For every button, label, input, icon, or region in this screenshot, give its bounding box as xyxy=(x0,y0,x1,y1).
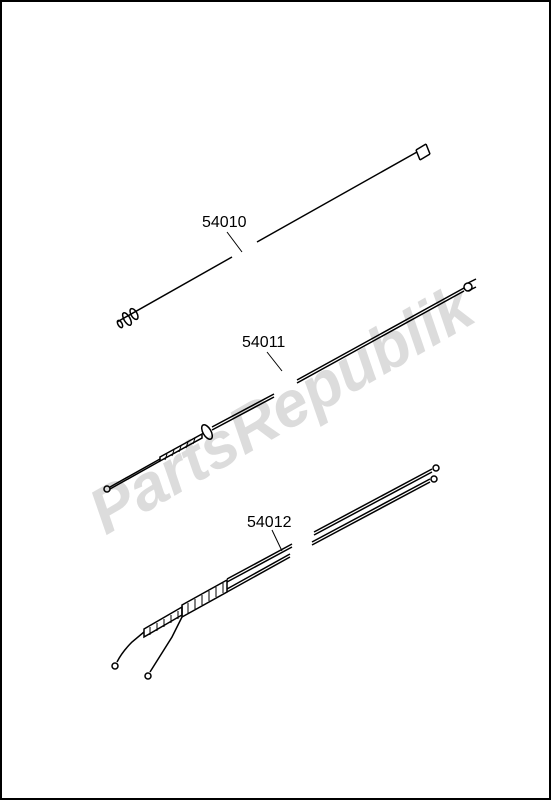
callout-1: 54010 xyxy=(202,214,247,252)
part-label-1: 54010 xyxy=(202,214,247,231)
part-label-2: 54011 xyxy=(242,334,285,351)
callout-3: 54012 xyxy=(247,514,292,551)
cable-part-1 xyxy=(116,144,430,328)
callout-2: 54011 xyxy=(242,334,285,371)
part-label-3: 54012 xyxy=(247,514,292,531)
parts-diagram: PartsRepublik 54010 54011 54012 xyxy=(2,2,551,802)
